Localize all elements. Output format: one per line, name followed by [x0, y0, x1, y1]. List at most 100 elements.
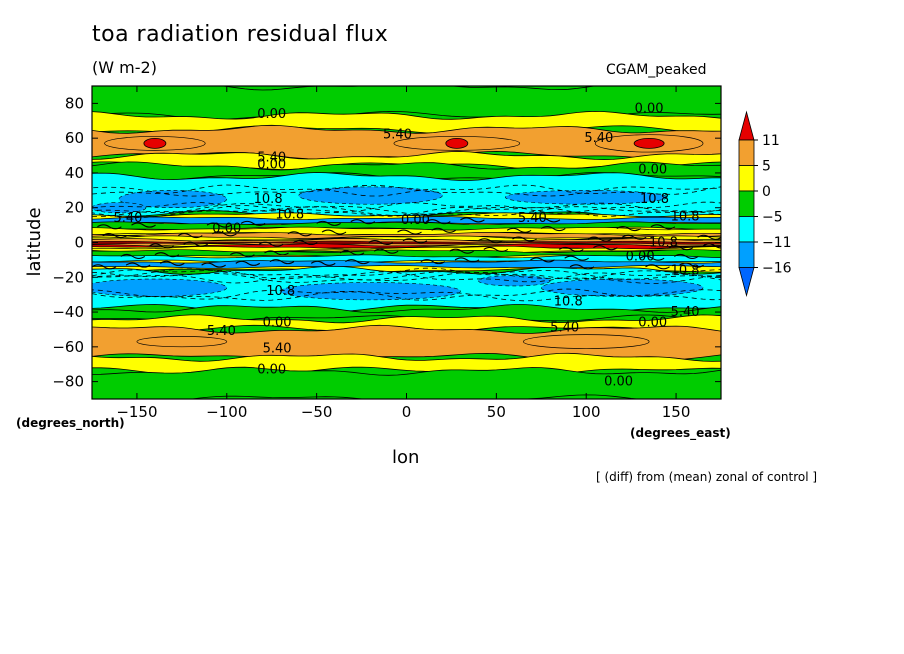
contour-line — [292, 239, 318, 246]
colorbar-label: 11 — [762, 133, 780, 149]
contour-label: 5.40 — [383, 128, 412, 143]
contour-label: 5.40 — [263, 342, 292, 357]
contour-line — [350, 219, 376, 225]
contour-fill-area — [92, 86, 721, 399]
contour-line — [697, 234, 721, 240]
contour-line — [136, 336, 228, 348]
contour-line — [258, 241, 284, 247]
contour-line — [120, 253, 146, 259]
y-axis-units: (degrees_north) — [16, 416, 125, 430]
contour-line — [569, 264, 595, 270]
contour-band — [92, 324, 721, 362]
y-tick-label: −60 — [52, 338, 84, 356]
x-tick-label: −50 — [301, 403, 333, 421]
contour-line — [321, 229, 347, 235]
contour-line — [206, 222, 232, 228]
equator-core — [92, 240, 721, 245]
contour-label: 10.8 — [649, 236, 678, 251]
y-tick-label: 40 — [65, 164, 84, 182]
contour-label: 10.8 — [640, 192, 669, 207]
x-axis-label: lon — [392, 447, 420, 468]
contour-line — [345, 259, 370, 265]
contour-label: 0.00 — [401, 213, 430, 228]
contour-label: 0.00 — [638, 162, 667, 177]
colorbar-label: −11 — [762, 235, 792, 251]
contour-line — [650, 224, 676, 230]
contour-line — [639, 255, 665, 261]
contour-label: 10.8 — [671, 263, 700, 278]
contour-line — [449, 248, 474, 254]
contour-line — [102, 232, 128, 239]
contour-line — [368, 239, 394, 246]
contour-line — [159, 260, 185, 266]
contour-label: 0.00 — [638, 315, 667, 330]
colorbar-label: −5 — [762, 210, 783, 226]
colorbar-label: 0 — [762, 184, 771, 200]
contour-label: 10.8 — [554, 295, 583, 310]
contour-blob — [92, 202, 147, 214]
contour-label: 0.00 — [212, 222, 241, 237]
contour-label: 5.40 — [113, 211, 142, 226]
colorbar-segment — [738, 165, 755, 192]
contour-label: 0.00 — [635, 102, 664, 117]
contour-line — [183, 241, 208, 247]
contour-line — [154, 252, 180, 258]
maximum-blob — [633, 137, 665, 149]
contour-line — [478, 238, 503, 244]
maximum-blob — [143, 137, 167, 149]
x-tick-label: −150 — [116, 403, 157, 421]
x-tick-label: 100 — [572, 403, 601, 421]
contour-label: 5.40 — [257, 150, 286, 165]
x-tick-label: 150 — [662, 403, 691, 421]
y-tick-label: −20 — [52, 268, 84, 286]
contour-line — [593, 245, 618, 251]
contour-line — [104, 136, 206, 151]
x-tick-label: 50 — [487, 403, 506, 421]
contour-label: 10.8 — [254, 192, 283, 207]
x-axis-units: (degrees_east) — [630, 426, 731, 440]
contour-line — [616, 226, 642, 232]
contour-line — [522, 334, 650, 349]
footnote: [ (diff) from (mean) zonal of control ] — [596, 470, 818, 484]
contour-band — [92, 314, 721, 334]
contour-line — [645, 264, 670, 270]
contour-label: 5.40 — [584, 131, 613, 146]
colorbar-segment — [738, 241, 755, 268]
contour-line — [97, 224, 122, 230]
colorbar-label: 5 — [762, 159, 771, 175]
contour-line — [679, 262, 704, 268]
contour-band — [92, 124, 721, 160]
contour-line — [92, 264, 117, 270]
contour-line — [402, 238, 428, 244]
contour-line — [397, 229, 422, 235]
contour-line — [201, 262, 226, 268]
contour-band — [92, 304, 721, 324]
contour-line — [393, 136, 521, 151]
contour-line — [264, 250, 289, 256]
colorbar-top-arrow — [738, 110, 755, 141]
contour-label: 5.40 — [207, 324, 236, 339]
equatorial-band — [92, 249, 721, 259]
contour-label: 0.00 — [263, 315, 292, 330]
dataset-label: CGAM_peaked — [606, 62, 707, 78]
colorbar-segment — [738, 190, 755, 217]
contour-label: 0.00 — [604, 375, 633, 390]
contour-line — [373, 248, 399, 254]
contour-line — [512, 236, 537, 242]
y-tick-label: 20 — [65, 199, 84, 217]
x-tick-label: −100 — [206, 403, 247, 421]
contour-label: 10.8 — [275, 208, 304, 223]
contour-line — [269, 259, 295, 265]
contour-line — [92, 184, 721, 197]
contour-blob — [505, 190, 668, 205]
contour-label: 0.00 — [626, 249, 655, 264]
contour-line — [540, 226, 566, 232]
contour-line — [240, 220, 266, 226]
colorbar-segment — [738, 216, 755, 243]
contour-line — [310, 260, 336, 266]
chart-units: (W m-2) — [92, 58, 157, 77]
y-axis-label: latitude — [24, 207, 45, 276]
contour-line — [621, 234, 647, 240]
contour-line — [558, 246, 584, 253]
